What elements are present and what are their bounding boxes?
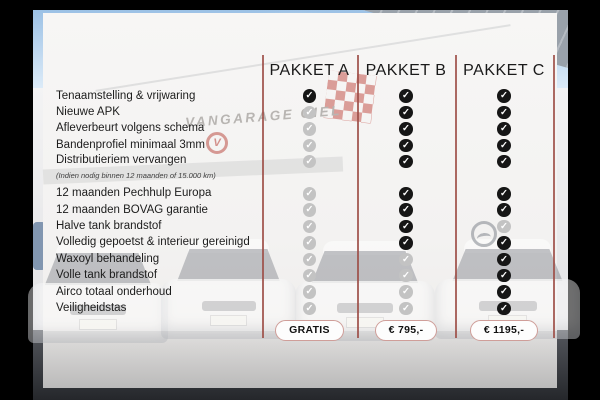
column-header-pakket-c: PAKKET C <box>463 62 545 79</box>
column-divider <box>553 55 555 338</box>
feature-label: Tenaamstelling & vrijwaring <box>56 89 196 102</box>
dealership-logo-icon: V <box>206 132 228 154</box>
column-header-pakket-b: PAKKET B <box>365 62 447 79</box>
column-divider <box>262 55 264 338</box>
check-icon-excluded: ✓ <box>302 154 317 169</box>
check-icon-included: ✓ <box>497 138 511 153</box>
feature-label: Distributieriem vervangen (Indien nodig b… <box>43 154 262 182</box>
check-icon-included: ✓ <box>497 122 511 136</box>
column-header-pakket-a: PAKKET A <box>269 62 350 79</box>
feature-row: Volledig gepoetst & interieur gereinigd ✓… <box>43 235 557 251</box>
check-icon-included: ✓ <box>399 122 413 136</box>
check-icon-included: ✓ <box>497 285 511 299</box>
price-button-pakket-a[interactable]: GRATIS <box>275 319 344 341</box>
feature-row: Distributieriem vervangen (Indien nodig b… <box>43 154 557 183</box>
feature-note: (Indien nodig binnen 12 maanden of 15.00… <box>56 170 216 180</box>
check-icon-included: ✓ <box>399 219 413 234</box>
check-icon-included: ✓ <box>399 154 413 169</box>
feature-row: 12 maanden BOVAG garantie ✓ ✓ ✓ <box>43 202 557 218</box>
check-icon-included: ✓ <box>399 203 413 217</box>
check-icon-excluded: ✓ <box>399 268 413 283</box>
feature-label: Bandenprofiel minimaal 3mm <box>56 138 205 151</box>
feature-label: Waxoyl behandeling <box>56 252 160 265</box>
feature-label: 12 maanden BOVAG garantie <box>56 203 208 216</box>
check-icon-excluded: ✓ <box>302 122 317 136</box>
check-icon-included: ✓ <box>399 187 413 201</box>
check-icon-excluded: ✓ <box>302 268 317 283</box>
check-icon-included: ✓ <box>497 203 511 217</box>
check-icon-excluded: ✓ <box>302 236 317 250</box>
check-icon-included: ✓ <box>497 268 511 283</box>
feature-row: Afleverbeurt volgens schema ✓ ✓ ✓ <box>43 121 557 137</box>
feature-label: 12 maanden Pechhulp Europa <box>56 187 212 200</box>
price-row: GRATIS € 795,- € 1195,- <box>43 319 557 341</box>
column-divider <box>455 55 457 338</box>
check-icon-included: ✓ <box>497 236 511 250</box>
feature-rows: Tenaamstelling & vrijwaring ✓ ✓ ✓ Nieuwe APK… <box>43 88 557 317</box>
feature-row: Tenaamstelling & vrijwaring ✓ ✓ ✓ <box>43 88 557 104</box>
column-divider <box>357 55 359 338</box>
check-icon-excluded: ✓ <box>302 138 317 153</box>
check-icon-included: ✓ <box>497 187 511 201</box>
feature-label: Airco totaal onderhoud <box>56 285 172 298</box>
check-icon-included: ✓ <box>399 105 413 120</box>
ground-bleedthrough <box>43 331 557 388</box>
check-icon-excluded: ✓ <box>302 105 317 120</box>
check-icon-included: ✓ <box>399 236 413 250</box>
parked-car-silhouette <box>33 222 46 270</box>
price-button-pakket-c[interactable]: € 1195,- <box>469 319 539 341</box>
feature-row: Nieuwe APK ✓ ✓ ✓ <box>43 104 557 120</box>
check-icon-included: ✓ <box>497 89 511 103</box>
price-button-pakket-b[interactable]: € 795,- <box>374 319 438 341</box>
check-icon-excluded: ✓ <box>302 285 317 299</box>
table-header-row: PAKKET A PAKKET B PAKKET C <box>43 59 557 83</box>
check-icon-excluded: ✓ <box>302 203 317 217</box>
package-comparison-panel: VANGARAGE GIEL V <box>28 13 580 388</box>
check-icon-included: ✓ <box>302 89 317 103</box>
feature-row: Bandenprofiel minimaal 3mm ✓ ✓ ✓ <box>43 137 557 153</box>
check-icon-excluded: ✓ <box>302 301 317 316</box>
check-icon-included: ✓ <box>497 105 511 120</box>
check-icon-excluded: ✓ <box>497 219 511 234</box>
check-icon-included: ✓ <box>497 154 511 169</box>
feature-label: Veiligheidstas <box>56 301 127 314</box>
feature-label: Volle tank brandstof <box>56 269 158 282</box>
feature-row: Waxoyl behandeling ✓ ✓ ✓ <box>43 251 557 267</box>
feature-label: Halve tank brandstof <box>56 220 162 233</box>
check-icon-included: ✓ <box>497 252 511 267</box>
feature-row: 12 maanden Pechhulp Europa ✓ ✓ ✓ <box>43 186 557 202</box>
check-icon-included: ✓ <box>399 138 413 153</box>
feature-row: Halve tank brandstof ✓ ✓ ✓ <box>43 218 557 234</box>
check-icon-excluded: ✓ <box>399 252 413 267</box>
feature-label: Afleverbeurt volgens schema <box>56 122 205 135</box>
check-icon-excluded: ✓ <box>302 187 317 201</box>
check-icon-included: ✓ <box>497 301 511 316</box>
feature-row: Volle tank brandstof ✓ ✓ ✓ <box>43 268 557 284</box>
feature-label: Volledig gepoetst & interieur gereinigd <box>56 236 250 249</box>
check-icon-excluded: ✓ <box>302 252 317 267</box>
check-icon-excluded: ✓ <box>302 219 317 234</box>
check-icon-included: ✓ <box>399 89 413 103</box>
feature-row: Veiligheidstas ✓ ✓ ✓ <box>43 300 557 316</box>
check-icon-excluded: ✓ <box>399 285 413 299</box>
feature-label: Nieuwe APK <box>56 106 120 119</box>
parked-car-silhouette <box>28 243 168 343</box>
check-icon-excluded: ✓ <box>399 301 413 316</box>
feature-row: Airco totaal onderhoud ✓ ✓ ✓ <box>43 284 557 300</box>
mazda-logo-icon <box>471 221 497 247</box>
